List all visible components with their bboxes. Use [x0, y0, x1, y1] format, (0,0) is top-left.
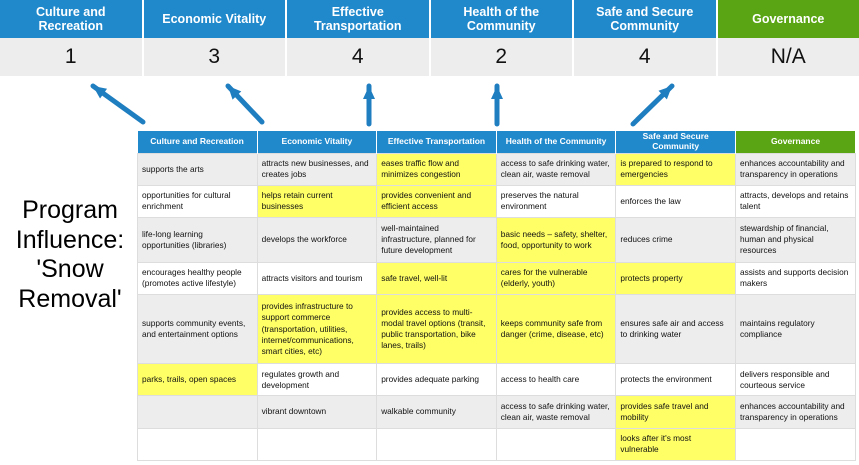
arrow-culture-and-recreation [90, 83, 146, 125]
matrix-cell-highlighted: keeps community safe from danger (crime,… [495, 293, 617, 365]
matrix-cell: supports community events, and entertain… [137, 293, 258, 365]
arrow-layer [90, 83, 675, 127]
scorecard-header-economic-vitality: Economic Vitality [143, 0, 287, 38]
scorecard-header-health-of-the-community: Health of the Community [430, 0, 574, 38]
matrix-cell: access to health care [495, 363, 617, 397]
matrix-row: life-long learning opportunities (librar… [137, 217, 856, 263]
matrix-cell-highlighted: is prepared to respond to emergencies [615, 152, 736, 186]
matrix-row: vibrant downtown walkable community access… [137, 395, 856, 429]
arrow-economic-vitality [225, 83, 265, 125]
influence-matrix: Culture and Recreation Economic Vitality E… [137, 131, 856, 462]
arrow-effective-transportation [363, 83, 375, 127]
scorecard-value-culture-and-recreation: 1 [0, 38, 144, 76]
matrix-cell: access to safe drinking water, clean air… [495, 152, 617, 186]
matrix-cell-highlighted: looks after it's most vulnerable [615, 427, 736, 462]
matrix-row: supports the arts attracts new businesses… [137, 152, 856, 186]
scorecard-header-row: Culture and Recreation Economic Vitality E… [0, 0, 859, 38]
scorecard-value-health-of-the-community: 2 [430, 38, 574, 76]
matrix-cell: maintains regulatory compliance [734, 293, 856, 365]
matrix-cell: develops the workforce [256, 217, 378, 263]
matrix-cell: attracts visitors and tourism [256, 261, 378, 295]
matrix-row: parks, trails, open spaces regulates grow… [137, 363, 856, 397]
scorecard-value-effective-transportation: 4 [287, 38, 431, 76]
matrix-cell-highlighted: eases traffic flow and minimizes congest… [376, 152, 497, 186]
matrix-cell: protects the environment [615, 363, 736, 397]
matrix-header-culture-and-recreation: Culture and Recreation [137, 131, 258, 154]
matrix-cell: enhances accountability and transparency… [734, 395, 856, 429]
matrix-row: opportunities for cultural enrichment hel… [137, 184, 856, 219]
matrix-cell: attracts new businesses, and creates job… [256, 152, 378, 186]
matrix-cell-highlighted: basic needs – safety, shelter, food, opp… [495, 217, 617, 263]
matrix-header-row: Culture and Recreation Economic Vitality E… [137, 131, 856, 154]
matrix-cell [376, 427, 497, 462]
matrix-header-safe-and-secure-community: Safe and Secure Community [615, 131, 736, 154]
matrix-cell-highlighted: helps retain current businesses [256, 184, 378, 219]
matrix-cell-highlighted: provides access to multi-modal travel op… [376, 293, 497, 365]
arrow-health-of-the-community [491, 83, 503, 127]
matrix-cell [256, 427, 378, 462]
scorecard: Culture and Recreation Economic Vitality E… [0, 0, 859, 76]
scorecard-header-governance: Governance [717, 0, 859, 38]
matrix-cell: life-long learning opportunities (librar… [137, 217, 258, 263]
matrix-cell [734, 427, 856, 462]
matrix-cell [495, 427, 617, 462]
matrix-cell: provides adequate parking [376, 363, 497, 397]
scorecard-header-effective-transportation: Effective Transportation [287, 0, 431, 38]
matrix-cell-highlighted: cares for the vulnerable (elderly, youth… [495, 261, 617, 295]
matrix-cell: regulates growth and development [256, 363, 378, 397]
matrix-cell: supports the arts [137, 152, 258, 186]
matrix-row: supports community events, and entertain… [137, 293, 856, 365]
matrix-header-governance: Governance [735, 131, 856, 154]
arrow-safe-and-secure-community [630, 83, 675, 127]
scorecard-value-economic-vitality: 3 [143, 38, 287, 76]
matrix-cell [137, 427, 258, 462]
matrix-cell: reduces crime [615, 217, 736, 263]
matrix-cell-highlighted: provides safe travel and mobility [615, 395, 736, 429]
matrix-cell: access to safe drinking water, clean air… [495, 395, 617, 429]
matrix-cell: well-maintained infrastructure, planned … [376, 217, 497, 263]
matrix-cell: ensures safe air and access to drinking … [615, 293, 736, 365]
matrix-cell-highlighted: protects property [615, 261, 736, 295]
matrix-header-effective-transportation: Effective Transportation [376, 131, 497, 154]
matrix-cell-highlighted: provides infrastructure to support comme… [256, 293, 378, 365]
matrix-body: supports the arts attracts new businesses… [137, 152, 856, 462]
matrix-cell: attracts, develops and retains talent [734, 184, 856, 219]
matrix-cell: walkable community [376, 395, 497, 429]
matrix-cell: stewardship of financial, human and phys… [734, 217, 856, 263]
influence-matrix-table: Culture and Recreation Economic Vitality E… [137, 131, 856, 462]
program-influence-label: Program Influence: 'Snow Removal' [15, 196, 125, 313]
matrix-cell-highlighted: provides convenient and efficient access [376, 184, 497, 219]
matrix-cell: enforces the law [615, 184, 736, 219]
scorecard-header-culture-and-recreation: Culture and Recreation [0, 0, 144, 38]
matrix-row: encourages healthy people (promotes acti… [137, 261, 856, 295]
matrix-header-health-of-the-community: Health of the Community [496, 131, 617, 154]
matrix-cell-highlighted: safe travel, well-lit [376, 261, 497, 295]
scorecard-value-row: 1 3 4 2 4 N/A [0, 38, 859, 76]
scorecard-value-governance: N/A [717, 38, 859, 76]
matrix-cell: opportunities for cultural enrichment [137, 184, 258, 219]
matrix-cell: delivers responsible and courteous servi… [734, 363, 856, 397]
matrix-cell: preserves the natural environment [495, 184, 617, 219]
matrix-cell: vibrant downtown [256, 395, 378, 429]
matrix-cell [137, 395, 258, 429]
scorecard-value-safe-and-secure-community: 4 [574, 38, 718, 76]
scorecard-header-safe-and-secure-community: Safe and Secure Community [574, 0, 718, 38]
matrix-header-economic-vitality: Economic Vitality [257, 131, 378, 154]
matrix-cell: assists and supports decision makers [734, 261, 856, 295]
matrix-cell: encourages healthy people (promotes acti… [137, 261, 258, 295]
matrix-cell: enhances accountability and transparency… [734, 152, 856, 186]
matrix-row: looks after it's most vulnerable [137, 427, 856, 462]
matrix-cell-highlighted: parks, trails, open spaces [137, 363, 258, 397]
